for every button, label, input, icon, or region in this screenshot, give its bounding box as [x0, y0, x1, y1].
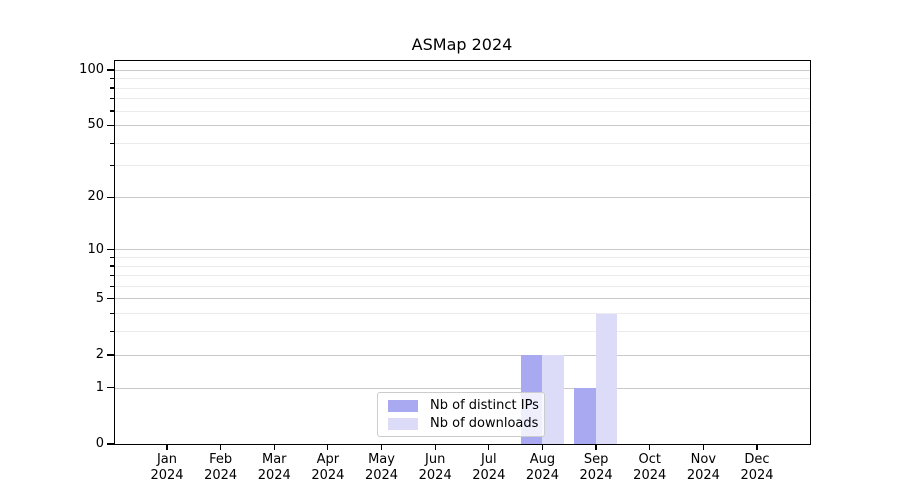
- legend-label-downloads: Nb of downloads: [430, 416, 539, 431]
- y-tick-label: 5: [95, 290, 104, 306]
- y-minor-tick-mark: [110, 331, 114, 333]
- y-minor-tick-mark: [110, 110, 114, 112]
- major-gridline: [115, 69, 810, 71]
- major-gridline: [115, 387, 810, 389]
- major-gridline: [115, 196, 810, 198]
- minor-gridline: [115, 313, 810, 315]
- minor-gridline: [115, 142, 810, 144]
- x-tick-label: Jan 2024: [137, 452, 197, 484]
- minor-gridline: [115, 78, 810, 80]
- x-tick-label: Jun 2024: [405, 452, 465, 484]
- x-tick-mark: [756, 445, 758, 450]
- x-tick-label-year: 2024: [418, 468, 452, 483]
- x-tick-mark: [273, 445, 275, 450]
- x-tick-mark: [327, 445, 329, 450]
- y-tick-label: 50: [87, 117, 104, 133]
- y-tick-mark: [107, 354, 114, 356]
- x-tick-mark: [595, 445, 597, 450]
- y-minor-tick-mark: [110, 87, 114, 89]
- x-tick-label: Jul 2024: [459, 452, 519, 484]
- legend-swatch-distinct-ips-icon: [388, 399, 418, 412]
- major-gridline: [115, 298, 810, 300]
- legend-swatch-downloads-icon: [388, 417, 418, 430]
- bar-sep-series1: [595, 313, 618, 444]
- x-tick-label: Mar 2024: [244, 452, 304, 484]
- x-tick-label-year: 2024: [740, 468, 774, 483]
- y-tick-mark: [107, 249, 114, 251]
- x-tick-label: May 2024: [352, 452, 412, 484]
- y-tick-label: 20: [87, 189, 104, 205]
- minor-gridline: [115, 265, 810, 267]
- minor-gridline: [115, 286, 810, 287]
- y-minor-tick-mark: [110, 142, 114, 144]
- x-tick-label: Feb 2024: [191, 452, 251, 484]
- chart-title: ASMap 2024: [411, 35, 513, 54]
- plot-area: [114, 60, 811, 445]
- y-tick-label: 2: [95, 346, 104, 362]
- x-tick-label-year: 2024: [686, 468, 720, 483]
- y-minor-tick-mark: [110, 98, 114, 100]
- x-tick-label-year: 2024: [150, 468, 184, 483]
- x-tick-label: Aug 2024: [512, 452, 572, 484]
- minor-gridline: [115, 257, 810, 259]
- x-tick-label-year: 2024: [579, 468, 613, 483]
- x-tick-label-year: 2024: [364, 468, 399, 483]
- y-minor-tick-mark: [110, 165, 114, 167]
- y-minor-tick-mark: [110, 77, 114, 80]
- y-minor-tick-mark: [110, 285, 114, 287]
- x-tick-mark: [166, 445, 168, 450]
- x-tick-label-year: 2024: [257, 468, 291, 483]
- x-tick-label: Dec 2024: [727, 452, 787, 484]
- y-tick-mark: [107, 196, 114, 198]
- x-tick-label-year: 2024: [633, 468, 667, 483]
- x-tick-mark: [220, 445, 222, 450]
- x-tick-mark: [541, 445, 544, 450]
- minor-gridline: [115, 165, 810, 167]
- x-tick-label-year: 2024: [472, 468, 506, 483]
- y-tick-mark: [107, 69, 114, 71]
- bar-sep-series0: [574, 387, 596, 444]
- y-tick-mark: [107, 298, 114, 300]
- x-tick-label-year: 2024: [525, 468, 559, 483]
- minor-gridline: [115, 275, 810, 277]
- x-tick-mark: [488, 445, 490, 450]
- x-tick-label-year: 2024: [204, 468, 238, 483]
- y-tick-label: 10: [87, 241, 104, 257]
- legend-entry-downloads: Nb of downloads: [388, 416, 539, 431]
- minor-gridline: [115, 98, 810, 100]
- major-gridline: [115, 249, 810, 251]
- major-gridline: [115, 125, 810, 127]
- y-tick-label: 1: [95, 379, 104, 395]
- y-tick-mark: [107, 387, 114, 389]
- x-tick-label: Nov 2024: [673, 452, 733, 484]
- x-tick-label: Sep 2024: [566, 452, 626, 484]
- x-tick-label: Oct 2024: [620, 452, 680, 484]
- x-tick-mark: [649, 445, 651, 450]
- y-tick-mark: [107, 443, 114, 445]
- y-minor-tick-mark: [110, 265, 114, 267]
- plot-canvas: [115, 61, 810, 444]
- y-minor-tick-mark: [110, 274, 114, 277]
- legend: Nb of distinct IPs Nb of downloads: [377, 392, 545, 437]
- y-minor-tick-mark: [110, 313, 114, 315]
- x-tick-mark: [434, 445, 436, 450]
- x-tick-mark: [380, 445, 383, 450]
- minor-gridline: [115, 87, 810, 89]
- y-tick-mark: [107, 124, 114, 126]
- bar-aug-series1: [542, 354, 564, 444]
- minor-gridline: [115, 331, 810, 333]
- x-tick-label: Apr 2024: [298, 452, 358, 484]
- y-minor-tick-mark: [110, 256, 114, 259]
- x-tick-label-year: 2024: [311, 468, 345, 483]
- minor-gridline: [115, 110, 810, 112]
- major-gridline: [115, 354, 810, 356]
- y-tick-label: 0: [95, 436, 104, 451]
- legend-entry-distinct-ips: Nb of distinct IPs: [388, 398, 539, 413]
- y-tick-label: 100: [79, 61, 104, 77]
- legend-label-distinct-ips: Nb of distinct IPs: [430, 398, 539, 413]
- x-tick-mark: [702, 445, 704, 450]
